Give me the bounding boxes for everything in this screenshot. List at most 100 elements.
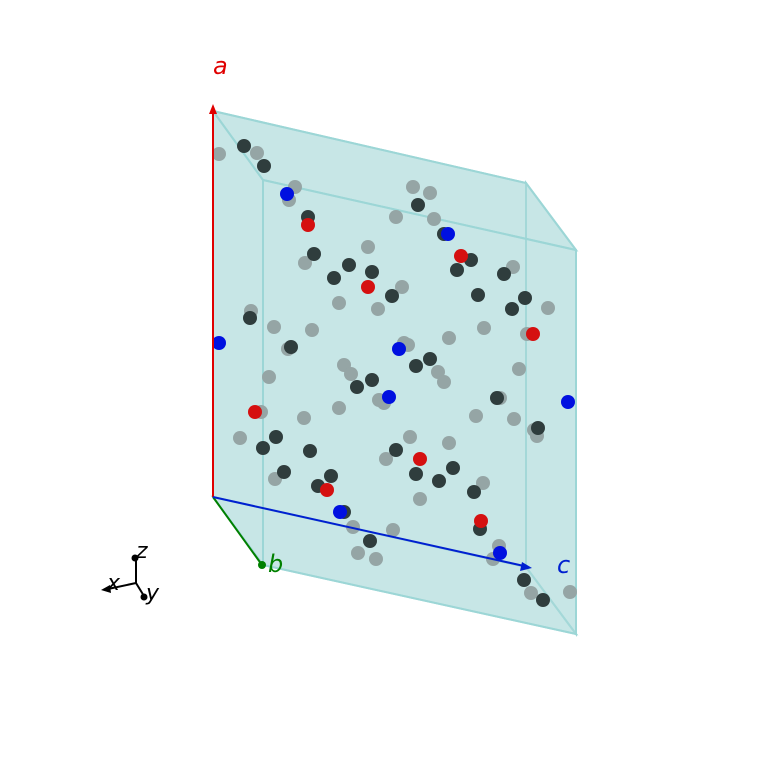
- atom-grey: [524, 586, 538, 600]
- atom-dark: [327, 271, 341, 285]
- atom-grey: [389, 210, 403, 224]
- triad-z-label: z: [135, 539, 148, 564]
- atom-grey: [267, 320, 281, 334]
- orientation-triad: z x y: [101, 539, 160, 606]
- triad-z-end: [131, 554, 139, 562]
- triad-x-arrowhead: [101, 585, 111, 593]
- atom-dark: [284, 340, 298, 354]
- atom-grey: [403, 430, 417, 444]
- atom-grey: [305, 323, 319, 337]
- axis-a-arrowhead: [209, 104, 217, 114]
- atom-grey: [563, 585, 577, 599]
- atom-grey: [379, 452, 393, 466]
- atom-grey: [233, 431, 247, 445]
- atom-dark: [450, 263, 464, 277]
- triad-y-label: y: [145, 581, 160, 606]
- atom-dark: [490, 391, 504, 405]
- atom-blue: [280, 187, 294, 201]
- atom-dark: [237, 139, 251, 153]
- atom-grey: [369, 552, 383, 566]
- atom-dark: [531, 421, 545, 435]
- atom-dark: [269, 430, 283, 444]
- atom-dark: [363, 534, 377, 548]
- atom-grey: [406, 180, 420, 194]
- axis-c-arrowhead: [520, 562, 532, 571]
- atom-red: [526, 327, 540, 341]
- atom-grey: [332, 296, 346, 310]
- atom-dark: [389, 443, 403, 457]
- triad-x-line: [107, 582, 137, 590]
- atom-dark: [471, 288, 485, 302]
- triad-x-label: x: [106, 571, 121, 596]
- atom-dark: [257, 159, 271, 173]
- atom-red: [474, 514, 488, 528]
- cell-face-front: [262, 178, 577, 636]
- atom-dark: [505, 302, 519, 316]
- atom-grey: [541, 301, 555, 315]
- atom-dark: [243, 311, 257, 325]
- atom-red: [301, 218, 315, 232]
- atoms-layer: [212, 139, 577, 607]
- atom-grey: [507, 412, 521, 426]
- atom-grey: [477, 321, 491, 335]
- atom-grey: [250, 146, 264, 160]
- atom-grey: [423, 186, 437, 200]
- atom-dark: [307, 247, 321, 261]
- atom-grey: [262, 370, 276, 384]
- atom-red: [320, 483, 334, 497]
- atom-blue: [212, 336, 226, 350]
- atom-red: [248, 405, 262, 419]
- lattice-vectors: a b c: [209, 52, 570, 579]
- atom-grey: [469, 409, 483, 423]
- atom-dark: [385, 289, 399, 303]
- atom-dark: [518, 291, 532, 305]
- axis-b-end: [258, 561, 266, 569]
- atom-dark: [350, 380, 364, 394]
- atom-grey: [297, 411, 311, 425]
- atom-dark: [277, 465, 291, 479]
- atom-grey: [427, 212, 441, 226]
- atom-red: [361, 280, 375, 294]
- atom-dark: [365, 265, 379, 279]
- atom-grey: [371, 302, 385, 316]
- atom-grey: [413, 492, 427, 506]
- atom-blue: [333, 505, 347, 519]
- atom-grey: [332, 401, 346, 415]
- triad-y-end: [140, 593, 148, 601]
- atom-grey: [442, 331, 456, 345]
- atom-dark: [517, 573, 531, 587]
- atom-dark: [497, 267, 511, 281]
- atom-blue: [382, 390, 396, 404]
- axis-b-label: b: [268, 550, 283, 578]
- axis-a-label: a: [213, 52, 228, 80]
- atom-dark: [303, 444, 317, 458]
- unit-cell: [210, 107, 579, 638]
- atom-blue: [561, 395, 575, 409]
- atom-grey: [512, 362, 526, 376]
- atom-grey: [386, 523, 400, 537]
- atom-blue: [493, 546, 507, 560]
- atom-dark: [409, 359, 423, 373]
- atom-dark: [536, 593, 550, 607]
- atom-red: [454, 249, 468, 263]
- axis-c-line: [212, 496, 525, 567]
- atom-grey: [344, 367, 358, 381]
- atom-grey: [346, 520, 360, 534]
- axis-c-label: c: [557, 551, 570, 579]
- atom-grey: [442, 436, 456, 450]
- atom-dark: [409, 467, 423, 481]
- atom-dark: [467, 485, 481, 499]
- atom-grey: [298, 256, 312, 270]
- atom-dark: [432, 474, 446, 488]
- atom-dark: [446, 461, 460, 475]
- atom-dark: [324, 469, 338, 483]
- atom-blue: [441, 227, 455, 241]
- atom-grey: [395, 280, 409, 294]
- atom-dark: [342, 258, 356, 272]
- axis-b-line: [212, 496, 263, 566]
- atom-dark: [256, 441, 270, 455]
- atom-dark: [365, 373, 379, 387]
- atom-blue: [392, 342, 406, 356]
- atom-grey: [212, 147, 226, 161]
